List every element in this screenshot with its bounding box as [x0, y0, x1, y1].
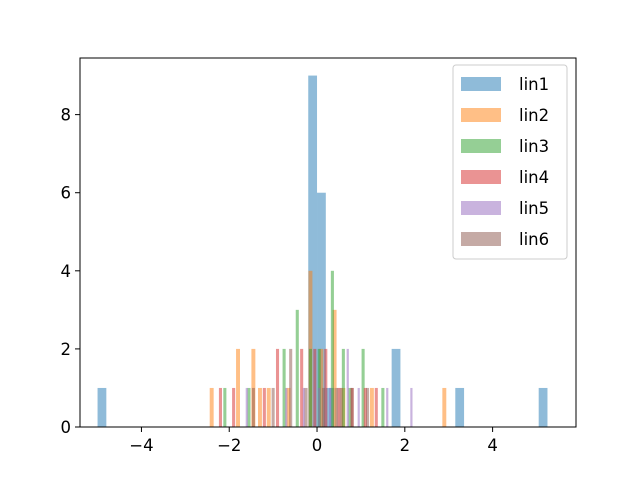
y-tick-label: 6	[61, 184, 72, 203]
legend-swatch-lin4	[461, 170, 501, 184]
y-tick-label: 2	[61, 340, 72, 359]
bar-lin5-4	[329, 387, 332, 427]
bar-lin4-3	[275, 348, 280, 427]
bar-lin2-4	[266, 387, 271, 427]
bar-lin6-1	[271, 387, 275, 427]
legend-label-lin2: lin2	[519, 106, 549, 125]
x-axis: −4 −2 0 2 4	[129, 427, 498, 455]
bar-lin4-1	[232, 387, 236, 427]
bar-lin3-10	[381, 387, 385, 427]
legend-label-lin5: lin5	[519, 199, 549, 218]
legend-swatch-lin5	[461, 201, 501, 215]
y-tick-label: 0	[61, 418, 72, 437]
bar-lin6-8	[365, 387, 370, 427]
bar-lin3-8	[348, 387, 352, 427]
legend-label-lin4: lin4	[519, 168, 549, 187]
y-tick-label: 4	[61, 262, 72, 281]
bar-lin2-1	[236, 348, 240, 427]
bar-lin5-8	[410, 387, 413, 427]
bar-lin5-2	[302, 387, 305, 427]
legend-swatch-lin3	[461, 139, 501, 153]
bar-lin4-9	[363, 387, 367, 427]
bar-lin5-6	[357, 387, 360, 427]
bar-lin1-1	[308, 75, 318, 428]
legend-swatch-lin1	[461, 77, 501, 91]
bar-lin4-7	[337, 387, 341, 427]
bar-lin2-5	[286, 387, 291, 427]
x-tick-label: 0	[312, 436, 323, 455]
bar-lin2-3	[257, 387, 262, 427]
bar-lin3-4	[308, 348, 312, 427]
bar-lin6-7	[350, 387, 354, 427]
bar-lin3-9	[361, 348, 365, 427]
bar-lin1-6	[538, 387, 548, 427]
bar-lin6-0	[251, 387, 255, 427]
x-tick-label: 2	[400, 436, 411, 455]
bar-lin5-1	[285, 387, 288, 427]
bar-lin4-5	[313, 348, 317, 427]
bar-lin5-0	[245, 387, 248, 427]
y-axis: 0 2 4 6 8	[61, 106, 80, 437]
legend-swatch-lin6	[461, 232, 501, 246]
bar-lin5-7	[386, 387, 389, 427]
bar-lin2-11	[442, 387, 447, 427]
bar-lin2-7	[319, 348, 324, 427]
legend-label-lin3: lin3	[519, 137, 549, 156]
legend-swatch-lin2	[461, 108, 501, 122]
bar-lin1-2	[317, 192, 326, 427]
bar-lin4-6	[324, 348, 328, 427]
bar-lin4-0	[218, 387, 222, 427]
bar-lin6-4	[322, 387, 326, 427]
series-lin6	[251, 348, 370, 427]
y-tick-label: 8	[61, 106, 72, 125]
legend-box	[452, 64, 568, 260]
bar-lin6-6	[339, 387, 343, 427]
bar-lin3-6	[330, 270, 334, 427]
bar-lin4-4	[300, 348, 304, 427]
bar-lin5-3	[318, 387, 321, 427]
bar-lin3-7	[341, 348, 345, 427]
bar-lin3-0	[223, 387, 227, 427]
bar-lin6-3	[304, 387, 308, 427]
bar-lin2-10	[369, 387, 374, 427]
bar-lin4-10	[374, 387, 378, 427]
bar-lin3-1	[247, 387, 251, 427]
bar-lin4-2	[262, 387, 266, 427]
bar-lin3-2	[282, 348, 286, 427]
bar-lin1-5	[455, 387, 465, 427]
x-tick-label: −2	[217, 436, 241, 455]
bar-lin1-4	[391, 348, 401, 427]
bar-lin3-3	[295, 309, 299, 427]
plot-frame	[79, 57, 577, 428]
bar-lin1-0	[97, 387, 107, 427]
series-lin5	[245, 348, 413, 427]
bar-lin2-8	[332, 309, 337, 427]
bars-layer	[97, 75, 548, 428]
legend: lin1 lin2 lin3 lin4 lin5 lin6	[452, 64, 568, 260]
bar-lin6-2	[289, 348, 293, 427]
bar-lin2-0	[209, 387, 214, 427]
legend-label-lin6: lin6	[519, 230, 549, 249]
x-tick-label: 4	[487, 436, 498, 455]
x-tick-label: −4	[129, 436, 153, 455]
bar-lin5-5	[346, 348, 349, 427]
legend-label-lin1: lin1	[519, 75, 549, 94]
bar-lin6-5	[335, 387, 339, 427]
